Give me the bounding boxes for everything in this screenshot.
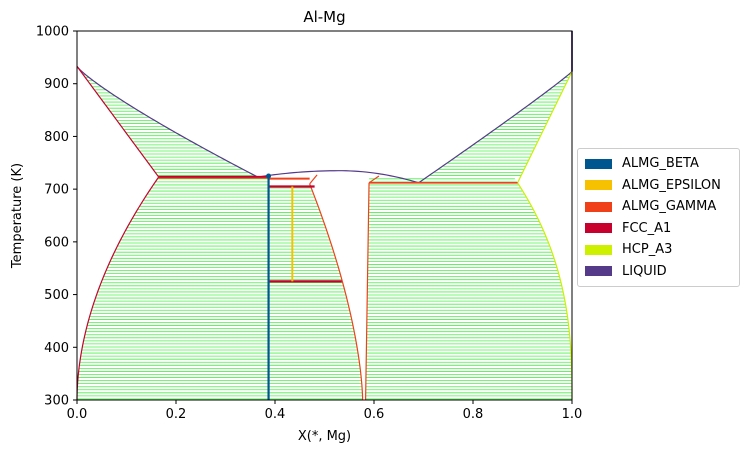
x-tick-label: 0.0 [67,407,88,422]
liquidus-al-side [76,65,258,178]
fcc-solidus [76,65,160,178]
gamma-liquid-left [309,174,318,185]
y-tick-label: 800 [44,130,69,145]
legend-label: HCP_A3 [622,242,673,258]
gamma-liquid-right [368,175,380,184]
x-axis-label: X(*, Mg) [298,429,351,444]
y-tick-label: 300 [44,394,69,409]
y-tick-label: 1000 [36,25,69,40]
legend-item-fcc-a1: FCC_A1 [578,218,739,240]
legend: ALMG_BETA ALMG_EPSILON ALMG_GAMMA FCC_A1… [577,148,740,287]
legend-item-almg-gamma: ALMG_GAMMA [578,196,739,218]
legend-swatch [585,201,612,212]
y-axis-ticks: 300 400 500 600 700 800 900 1000 [36,25,77,409]
liquidus-gamma-dome [257,170,419,184]
plot-frame [76,30,573,401]
y-tick-label: 400 [44,341,69,356]
legend-label: ALMG_GAMMA [622,199,717,215]
tie-lines-group [77,68,572,400]
chart-title: Al-Mg [303,8,345,26]
y-axis-label: Temperature (K) [10,163,25,269]
beta-top-point [266,173,272,179]
x-tick-label: 0.8 [463,407,484,422]
x-tick-label: 0.6 [364,407,385,422]
gamma-boundary-left [309,183,364,401]
y-tick-label: 700 [44,183,69,198]
legend-swatch [585,158,612,169]
y-tick-label: 900 [44,77,69,92]
legend-item-liquid: LIQUID [578,261,739,283]
legend-swatch [585,266,612,277]
y-tick-label: 500 [44,288,69,303]
legend-swatch [585,223,612,234]
phase-boundaries-group [76,31,573,401]
x-axis-ticks: 0.0 0.2 0.4 0.6 0.8 1.0 [67,400,583,422]
liquidus-mg-side [418,71,573,184]
gamma-boundary-right [364,182,370,401]
legend-label: ALMG_BETA [622,156,699,172]
legend-swatch [585,244,612,255]
x-tick-label: 0.2 [166,407,187,422]
legend-item-almg-epsilon: ALMG_EPSILON [578,175,739,197]
fcc-solvus [76,176,160,401]
hcp-solidus [517,71,573,184]
hcp-solvus [517,182,573,400]
legend-item-hcp-a3: HCP_A3 [578,239,739,261]
legend-label: LIQUID [622,263,667,279]
y-tick-label: 600 [44,235,69,250]
legend-label: ALMG_EPSILON [622,177,721,193]
legend-swatch [585,180,612,191]
x-tick-label: 1.0 [562,407,583,422]
x-tick-label: 0.4 [265,407,286,422]
legend-item-almg-beta: ALMG_BETA [578,153,739,175]
legend-label: FCC_A1 [622,220,672,236]
